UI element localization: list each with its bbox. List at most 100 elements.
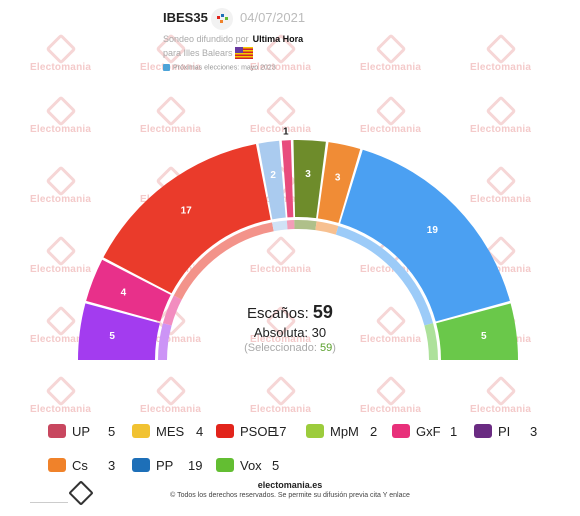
seat-summary: Escaños: 59 Absoluta: 30 (Seleccionado: … bbox=[190, 302, 390, 354]
selection-arc-pp bbox=[335, 225, 434, 326]
seat-label-mes: 5 bbox=[109, 331, 115, 342]
watermark-7: Electomania bbox=[250, 95, 311, 135]
footer: electomania.es © Todos los derechos rese… bbox=[0, 480, 580, 499]
poll-date: 04/07/2021 bbox=[240, 10, 306, 25]
vox-logo-icon bbox=[216, 458, 234, 472]
pollster-logo-icon bbox=[211, 8, 233, 30]
watermark-23: Electomania bbox=[360, 305, 421, 345]
legend-value: 2 bbox=[370, 424, 378, 439]
mes-logo-icon bbox=[132, 424, 150, 438]
seat-arc-vox[interactable] bbox=[436, 303, 518, 360]
watermark-10: Electomania bbox=[30, 165, 91, 205]
selection-arc-mpm bbox=[272, 220, 288, 232]
watermark-5: Electomania bbox=[30, 95, 91, 135]
watermark-9: Electomania bbox=[470, 95, 531, 135]
watermark-2: Electomania bbox=[250, 33, 311, 73]
seat-arc-pp[interactable] bbox=[340, 149, 510, 322]
watermark-18: Electomania bbox=[360, 235, 421, 275]
selected-open: (Seleccionado: bbox=[244, 342, 317, 354]
watermark-19: Electomania bbox=[470, 235, 531, 275]
legend-value: 4 bbox=[196, 424, 204, 439]
seat-label-pp: 19 bbox=[427, 225, 439, 236]
watermark-26: Electomania bbox=[140, 375, 201, 415]
next-election-label: Próximas elecciones: mayo 2023 bbox=[173, 64, 276, 72]
selection-arc-mes bbox=[158, 323, 172, 360]
seats-label: Escaños: bbox=[247, 305, 309, 322]
watermark-27: Electomania bbox=[250, 375, 311, 415]
sponsor-line: Sondeo difundido por Ultima Hora bbox=[163, 34, 303, 44]
seat-arc-mes[interactable] bbox=[78, 303, 160, 360]
legend-value: 19 bbox=[188, 458, 203, 473]
mpm-logo-icon bbox=[306, 424, 324, 438]
majority-label: Absoluta: bbox=[253, 325, 309, 340]
seat-label-vox: 5 bbox=[481, 331, 487, 342]
selection-arc-vox bbox=[424, 323, 438, 360]
ballot-box-icon bbox=[163, 64, 170, 71]
next-election-line: Próximas elecciones: mayo 2023 bbox=[163, 64, 276, 71]
legend-name: Cs bbox=[72, 458, 88, 473]
legend-value: 3 bbox=[108, 458, 116, 473]
watermark-28: Electomania bbox=[360, 375, 421, 415]
majority-value: 30 bbox=[311, 325, 327, 340]
psoe-logo-icon bbox=[216, 424, 234, 438]
legend-value: 1 bbox=[450, 424, 458, 439]
legend-name: Vox bbox=[240, 458, 262, 473]
watermark-25: Electomania bbox=[30, 375, 91, 415]
watermark-3: Electomania bbox=[360, 33, 421, 73]
seat-label-gxf: 3 bbox=[305, 169, 311, 180]
poll-title: IBES35 bbox=[163, 10, 208, 25]
pp-logo-icon bbox=[132, 458, 150, 472]
watermark-6: Electomania bbox=[140, 95, 201, 135]
watermark-14: Electomania bbox=[470, 165, 531, 205]
seat-arc-up[interactable] bbox=[86, 259, 171, 322]
majority-line: Absoluta: 30 bbox=[190, 325, 390, 340]
footer-brand: electomania.es bbox=[257, 480, 323, 490]
watermark-8: Electomania bbox=[360, 95, 421, 135]
legend-name: PP bbox=[156, 458, 174, 473]
legend-value: 17 bbox=[272, 424, 287, 439]
watermark-0: Electomania bbox=[30, 33, 91, 73]
seat-arc-pi[interactable] bbox=[281, 140, 294, 218]
seats-total-line: Escaños: 59 bbox=[190, 302, 390, 323]
sponsor-prefix: Sondeo difundido por bbox=[163, 34, 249, 44]
seat-label-psoe: 17 bbox=[181, 205, 193, 216]
seat-label-cs: 3 bbox=[335, 173, 341, 184]
legend-name: MpM bbox=[330, 424, 359, 439]
seat-label-up: 4 bbox=[121, 288, 127, 299]
watermark-29: Electomania bbox=[470, 375, 531, 415]
gxf-logo-icon bbox=[392, 424, 410, 438]
selected-line: (Seleccionado: 59) bbox=[190, 342, 390, 354]
watermark-21: Electomania bbox=[140, 305, 201, 345]
footer-divider bbox=[30, 496, 68, 503]
seat-arc-cs[interactable] bbox=[317, 142, 361, 223]
seat-arc-gxf[interactable] bbox=[293, 139, 326, 219]
seats-total: 59 bbox=[312, 302, 333, 322]
watermark-17: Electomania bbox=[250, 235, 311, 275]
legend-name: UP bbox=[72, 424, 91, 439]
selected-value: 59 bbox=[319, 342, 333, 354]
selection-arc-pi bbox=[286, 220, 295, 230]
seat-arcs bbox=[78, 139, 518, 360]
watermark-15: Electomania bbox=[30, 235, 91, 275]
legend-name: PSOE bbox=[240, 424, 277, 439]
legend-name: GxF bbox=[416, 424, 441, 439]
region-label: para Illes Balears bbox=[163, 48, 233, 58]
selection-arc-gxf bbox=[294, 220, 317, 231]
watermark-22: Electomania bbox=[250, 305, 311, 345]
seat-arc-mpm[interactable] bbox=[258, 140, 286, 220]
seat-arc-psoe[interactable] bbox=[103, 144, 271, 294]
sponsor-name: Ultima Hora bbox=[252, 34, 304, 44]
legend-value: 3 bbox=[530, 424, 538, 439]
legend-name: PI bbox=[498, 424, 511, 439]
selected-close: ) bbox=[332, 342, 336, 354]
seat-label-mpm: 2 bbox=[270, 170, 276, 181]
selection-arc-psoe bbox=[173, 222, 274, 300]
selection-arc-up bbox=[162, 295, 182, 326]
legend-name: MES bbox=[156, 424, 185, 439]
watermark-4: Electomania bbox=[470, 33, 531, 73]
header: IBES35 04/07/2021 Sondeo difundido por Ul… bbox=[163, 8, 423, 80]
footer-rights: © Todos los derechos reservados. Se perm… bbox=[170, 492, 410, 499]
selection-arcs bbox=[158, 220, 438, 360]
